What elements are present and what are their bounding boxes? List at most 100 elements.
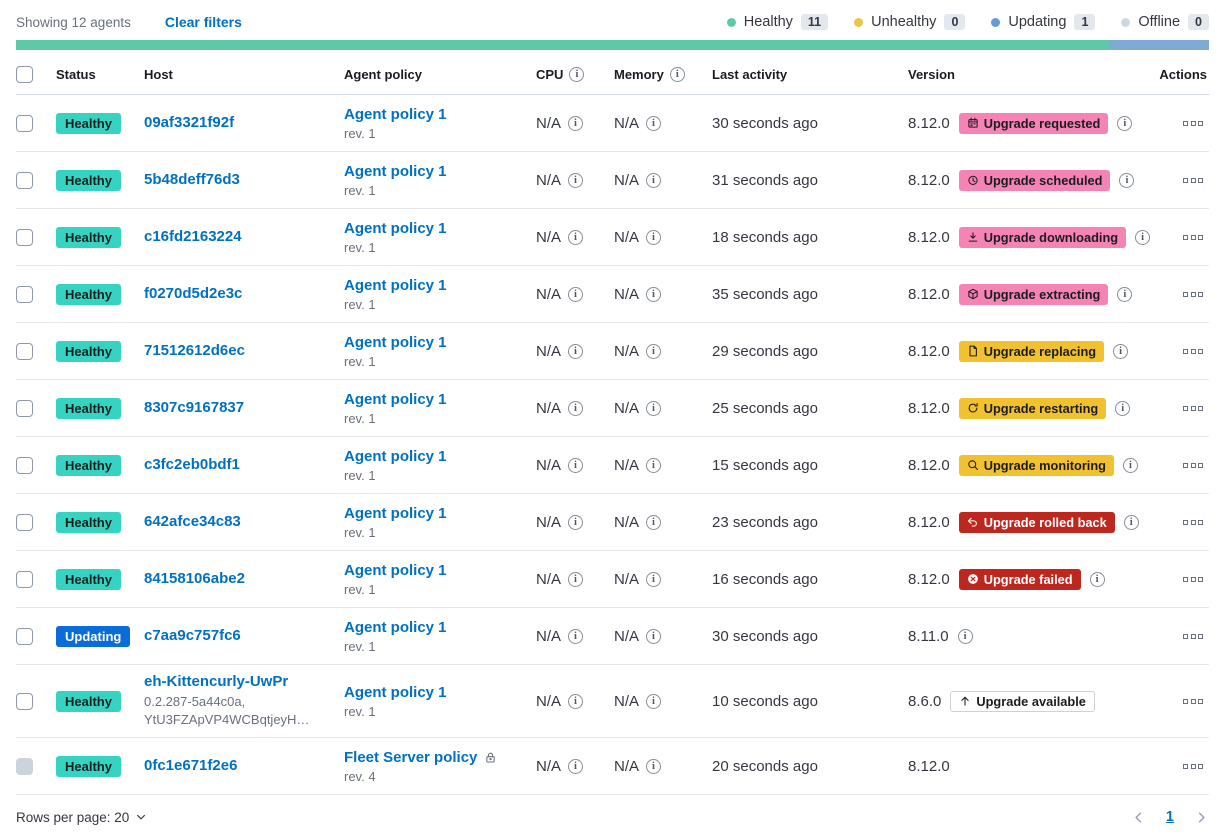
actions-menu-icon[interactable]: [1183, 405, 1203, 411]
cpu-info-icon[interactable]: i: [568, 229, 584, 245]
row-checkbox[interactable]: [16, 342, 33, 360]
cpu-info-icon[interactable]: i: [568, 693, 584, 709]
next-page-icon[interactable]: [1194, 810, 1209, 825]
upgrade-info-icon[interactable]: i: [1123, 457, 1138, 473]
host-link[interactable]: 8307c9167837: [144, 399, 245, 416]
actions-menu-icon[interactable]: [1183, 120, 1203, 126]
row-checkbox[interactable]: [16, 692, 33, 710]
memory-info-icon[interactable]: i: [646, 115, 662, 131]
host-link[interactable]: c3fc2eb0bdf1: [144, 456, 240, 473]
memory-info-icon[interactable]: i: [646, 571, 662, 587]
memory-value: N/A: [614, 285, 640, 303]
page-number-button[interactable]: 1: [1165, 809, 1174, 826]
actions-menu-icon[interactable]: [1183, 462, 1203, 468]
policy-lock-icon: [484, 751, 497, 764]
upgrade-info-icon[interactable]: i: [1123, 514, 1139, 530]
row-checkbox[interactable]: [16, 456, 33, 474]
previous-page-icon[interactable]: [1131, 810, 1146, 825]
version-value: 8.6.0: [908, 692, 942, 710]
upgrade-info-icon[interactable]: i: [1113, 343, 1129, 359]
row-checkbox[interactable]: [16, 757, 33, 775]
memory-info-icon[interactable]: i: [646, 758, 662, 774]
memory-value: N/A: [614, 570, 640, 588]
host-link[interactable]: 09af3321f92f: [144, 114, 235, 131]
cpu-info-icon[interactable]: i: [568, 758, 584, 774]
row-checkbox[interactable]: [16, 513, 33, 531]
host-link[interactable]: 71512612d6ec: [144, 342, 245, 359]
row-checkbox[interactable]: [16, 570, 33, 588]
cpu-info-icon[interactable]: i: [568, 571, 584, 587]
host-link[interactable]: 0fc1e671f2e6: [144, 757, 238, 775]
actions-menu-icon[interactable]: [1183, 633, 1203, 639]
upgrade-info-icon[interactable]: i: [1115, 400, 1131, 416]
cpu-info-icon[interactable]: i: [568, 457, 584, 473]
host-link[interactable]: 5b48deff76d3: [144, 171, 240, 188]
host-link[interactable]: 642afce34c83: [144, 513, 241, 530]
memory-info-icon[interactable]: i: [646, 229, 662, 245]
actions-menu-icon[interactable]: [1183, 234, 1203, 240]
cpu-info-icon[interactable]: i: [568, 628, 584, 644]
actions-menu-icon[interactable]: [1183, 177, 1203, 183]
memory-info-icon[interactable]: i: [646, 457, 662, 473]
upgrade-info-icon[interactable]: i: [1117, 286, 1133, 302]
cpu-info-icon[interactable]: i: [568, 343, 584, 359]
memory-info-icon[interactable]: i: [646, 172, 662, 188]
host-link[interactable]: f0270d5d2e3c: [144, 285, 243, 302]
host-link[interactable]: eh-Kittencurly-UwPr: [144, 673, 289, 690]
upgrade-info-icon[interactable]: i: [1119, 172, 1135, 188]
agent-policy-link[interactable]: Agent policy 1: [344, 618, 447, 636]
agent-policy-link[interactable]: Agent policy 1: [344, 276, 447, 294]
actions-menu-icon[interactable]: [1183, 763, 1203, 769]
memory-info-icon[interactable]: i: [646, 514, 662, 530]
agent-policy-link[interactable]: Agent policy 1: [344, 162, 447, 180]
cpu-info-icon[interactable]: i: [568, 514, 584, 530]
agent-policy-link[interactable]: Agent policy 1: [344, 447, 447, 465]
agent-policy-link[interactable]: Agent policy 1: [344, 219, 447, 237]
upgrade-status-badge: Upgrade replacing: [958, 340, 1105, 362]
row-checkbox[interactable]: [16, 627, 33, 645]
memory-info-icon[interactable]: i: [646, 343, 662, 359]
actions-menu-icon[interactable]: [1183, 698, 1203, 704]
memory-info-icon[interactable]: i: [646, 400, 662, 416]
host-link[interactable]: c16fd2163224: [144, 228, 242, 245]
rows-per-page-button[interactable]: Rows per page: 20: [16, 810, 147, 825]
agent-policy-link[interactable]: Agent policy 1: [344, 504, 447, 522]
cpu-info-icon[interactable]: i: [568, 115, 584, 131]
agent-policy-link[interactable]: Agent policy 1: [344, 390, 447, 408]
upgrade-info-icon[interactable]: i: [1135, 229, 1151, 245]
table-header-row: Status Host Agent policy CPU i Memory i La…: [16, 54, 1209, 95]
legend-item: Healthy 11: [726, 14, 829, 30]
agent-policy-link[interactable]: Agent policy 1: [344, 683, 447, 701]
info-icon[interactable]: i: [669, 66, 685, 82]
select-all-checkbox[interactable]: [16, 65, 33, 83]
upgrade-info-icon[interactable]: i: [957, 628, 973, 644]
row-checkbox[interactable]: [16, 399, 33, 417]
actions-menu-icon[interactable]: [1183, 348, 1203, 354]
upgrade-info-icon[interactable]: i: [1089, 571, 1105, 587]
info-icon[interactable]: i: [569, 66, 585, 82]
cpu-info-icon[interactable]: i: [568, 172, 584, 188]
clear-filters-button[interactable]: Clear filters: [164, 14, 242, 30]
agent-policy-link[interactable]: Agent policy 1: [344, 561, 447, 579]
cpu-info-icon[interactable]: i: [568, 286, 584, 302]
host-link[interactable]: c7aa9c757fc6: [144, 627, 241, 644]
cpu-info-icon[interactable]: i: [568, 400, 584, 416]
memory-value: N/A: [614, 692, 640, 710]
memory-info-icon[interactable]: i: [646, 693, 662, 709]
row-checkbox[interactable]: [16, 228, 33, 246]
upgrade-badge-icon: [967, 573, 979, 585]
actions-menu-icon[interactable]: [1183, 291, 1203, 297]
agent-policy-link[interactable]: Agent policy 1: [344, 105, 447, 123]
version-value: 8.12.0: [908, 399, 950, 417]
memory-info-icon[interactable]: i: [646, 286, 662, 302]
row-checkbox[interactable]: [16, 285, 33, 303]
host-link[interactable]: 84158106abe2: [144, 570, 245, 587]
actions-menu-icon[interactable]: [1183, 519, 1203, 525]
upgrade-info-icon[interactable]: i: [1117, 115, 1133, 131]
memory-info-icon[interactable]: i: [646, 628, 662, 644]
actions-menu-icon[interactable]: [1183, 576, 1203, 582]
row-checkbox[interactable]: [16, 171, 33, 189]
agent-policy-link[interactable]: Agent policy 1: [344, 333, 447, 351]
row-checkbox[interactable]: [16, 114, 33, 132]
agent-policy-link[interactable]: Fleet Server policy: [344, 748, 478, 766]
